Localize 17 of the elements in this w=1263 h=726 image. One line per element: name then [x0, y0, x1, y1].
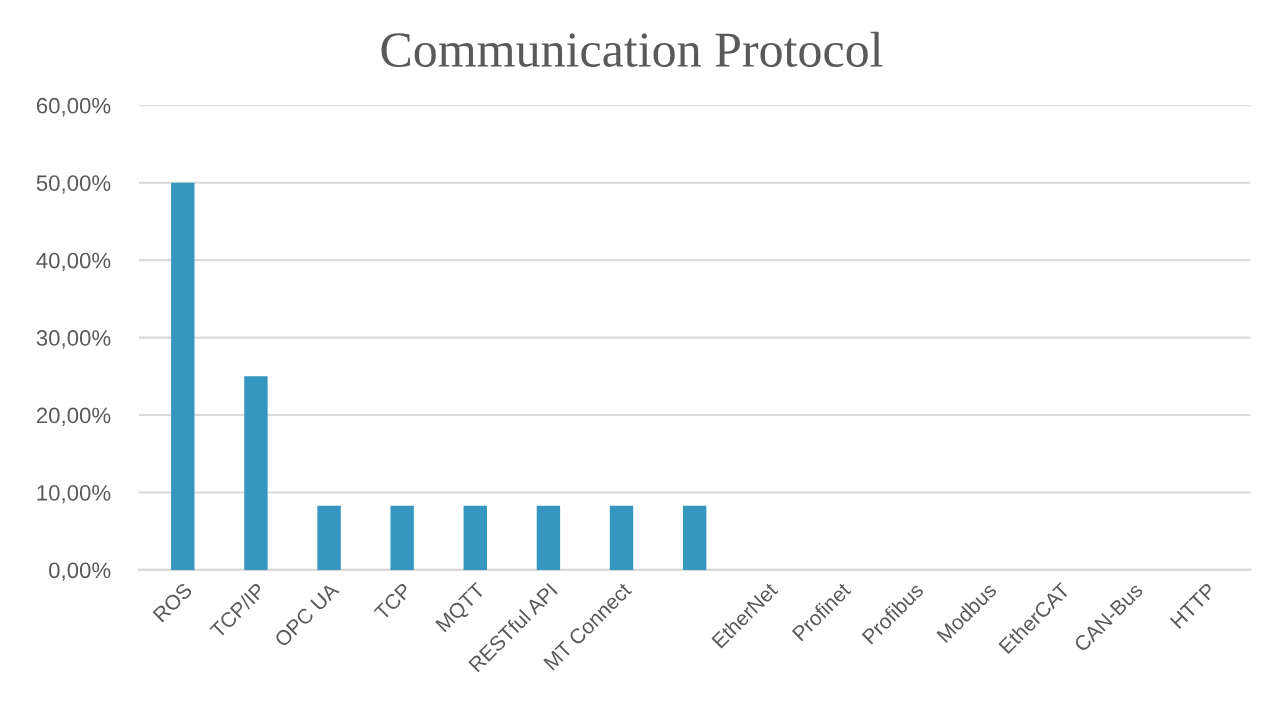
y-tick-label: 0,00%	[49, 562, 111, 581]
bar	[317, 505, 341, 570]
bar	[609, 505, 634, 570]
y-tick-label: 10,00%	[37, 485, 111, 504]
y-tick-label: 20,00%	[36, 407, 111, 426]
x-tick-label: TCP	[373, 582, 413, 621]
y-tick-label: 60,00%	[36, 97, 111, 117]
chart-title: Communication Protocol	[381, 31, 883, 67]
y-tick-label: 40,00%	[36, 252, 111, 272]
bar	[171, 182, 195, 570]
bar	[536, 505, 561, 570]
y-tick-label: 50,00%	[36, 175, 111, 194]
y-tick-label: 30,00%	[36, 330, 111, 349]
bar	[244, 376, 268, 570]
bar	[390, 505, 414, 570]
bar	[463, 505, 487, 570]
bar	[682, 505, 707, 570]
